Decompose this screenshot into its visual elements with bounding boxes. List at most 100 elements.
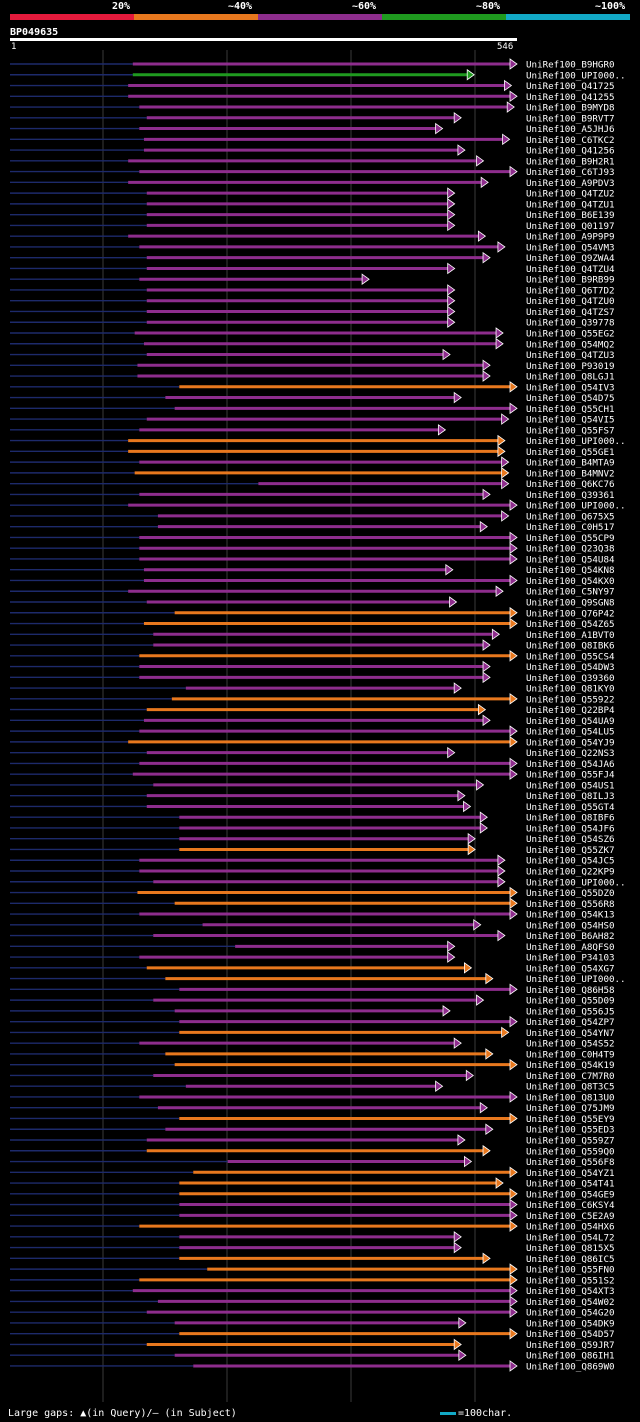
hit-label: UniRef100_Q54XG7 bbox=[526, 963, 615, 974]
hit-label: UniRef100_Q54US1 bbox=[526, 780, 615, 791]
hit-label: UniRef100_Q39360 bbox=[526, 673, 615, 684]
hit-label: UniRef100_Q55GT4 bbox=[526, 802, 615, 813]
hit-label: UniRef100_Q39778 bbox=[526, 318, 615, 329]
hit-label: UniRef100_Q556F8 bbox=[526, 1157, 615, 1168]
hit-label: UniRef100_Q22NS3 bbox=[526, 748, 615, 759]
hit-arrow bbox=[465, 1069, 474, 1082]
hit-arrow bbox=[464, 1155, 473, 1168]
hit-arrow bbox=[485, 1048, 494, 1060]
hit-label: UniRef100_Q4TZU3 bbox=[526, 350, 615, 361]
hit-arrow bbox=[497, 929, 506, 942]
hit-label: UniRef100_Q54K13 bbox=[526, 910, 615, 921]
hit-label: UniRef100_Q86IC5 bbox=[526, 1254, 615, 1265]
hit-label: UniRef100_Q54S52 bbox=[526, 1039, 615, 1050]
hit-label: UniRef100_P93019 bbox=[526, 361, 615, 372]
hit-arrow bbox=[482, 639, 491, 651]
hit-arrow bbox=[509, 1284, 518, 1297]
hit-label: UniRef100_Q8IBK6 bbox=[526, 641, 615, 652]
hit-arrow bbox=[477, 230, 487, 242]
hit-arrow bbox=[466, 68, 475, 81]
hit-arrow bbox=[457, 144, 466, 156]
hit-label: UniRef100_B4MNV2 bbox=[526, 468, 615, 479]
hit-label: UniRef100_Q55FN0 bbox=[526, 1265, 615, 1276]
legend-label-20: 20% bbox=[112, 1, 131, 12]
hit-label: UniRef100_C6TJ93 bbox=[526, 167, 615, 178]
hit-label: UniRef100_UPI000.. bbox=[526, 70, 626, 81]
hit-arrow bbox=[502, 133, 511, 146]
hit-arrow bbox=[501, 456, 510, 468]
hit-label: UniRef100_Q54T41 bbox=[526, 1179, 615, 1190]
hit-arrow bbox=[453, 1338, 462, 1351]
hit-label: UniRef100_Q55EY9 bbox=[526, 1114, 615, 1125]
hit-label: UniRef100_Q9ZWA4 bbox=[526, 253, 615, 264]
hit-arrow bbox=[453, 391, 462, 404]
hit-label: UniRef100_Q41256 bbox=[526, 146, 615, 157]
hit-label: UniRef100_Q54LU5 bbox=[526, 727, 615, 738]
hit-label: UniRef100_Q54ZP7 bbox=[526, 1017, 615, 1028]
hit-arrow bbox=[509, 886, 518, 899]
hit-label: UniRef100_Q54IV3 bbox=[526, 382, 615, 393]
hit-arrow bbox=[467, 832, 476, 845]
hit-label: UniRef100_Q54JC5 bbox=[526, 856, 615, 867]
hit-arrow bbox=[509, 725, 518, 737]
hit-label: UniRef100_Q86H58 bbox=[526, 985, 615, 996]
hit-arrow bbox=[479, 822, 488, 834]
hit-arrow bbox=[501, 510, 510, 522]
hit-arrow bbox=[458, 1349, 467, 1361]
hit-label: UniRef100_Q54HS0 bbox=[526, 920, 615, 931]
hit-arrow bbox=[509, 768, 518, 780]
hit-label: UniRef100_UPI000.. bbox=[526, 501, 626, 512]
hit-arrow bbox=[491, 628, 501, 641]
hit-label: UniRef100_Q23Q38 bbox=[526, 544, 615, 555]
hit-label: UniRef100_C5NY97 bbox=[526, 587, 615, 598]
hit-label: UniRef100_Q8T3C5 bbox=[526, 1082, 615, 1093]
hit-arrow bbox=[497, 434, 506, 447]
hit-label: UniRef100_B6E139 bbox=[526, 210, 615, 221]
hit-arrow bbox=[447, 262, 456, 275]
hit-arrow bbox=[482, 359, 491, 372]
query-start-tick: 1 bbox=[11, 42, 17, 52]
hit-label: UniRef100_Q81KY0 bbox=[526, 684, 615, 695]
hit-label: UniRef100_Q54HX6 bbox=[526, 1222, 615, 1233]
hit-label: UniRef100_Q556R8 bbox=[526, 899, 615, 910]
hit-label: UniRef100_Q4TZU0 bbox=[526, 296, 615, 307]
hit-label: UniRef100_Q54JA6 bbox=[526, 759, 615, 770]
identity-legend-bar bbox=[10, 14, 630, 20]
hit-arrow bbox=[497, 875, 506, 888]
hit-label: UniRef100_Q55CS4 bbox=[526, 651, 615, 662]
hit-arrow bbox=[509, 402, 518, 415]
hit-arrow bbox=[485, 1123, 494, 1136]
hit-arrow bbox=[447, 219, 456, 232]
hit-arrow bbox=[457, 789, 466, 802]
hit-label: UniRef100_Q54VI5 bbox=[526, 415, 615, 426]
hit-label: UniRef100_Q813U0 bbox=[526, 1092, 615, 1103]
hit-label: UniRef100_Q55ED3 bbox=[526, 1125, 615, 1136]
hit-arrow bbox=[445, 563, 454, 576]
hit-label: UniRef100_Q4TZU4 bbox=[526, 264, 615, 275]
hit-label: UniRef100_UPI000.. bbox=[526, 974, 626, 985]
hit-arrow bbox=[509, 574, 518, 587]
hit-arrow bbox=[447, 951, 456, 963]
hit-arrow bbox=[458, 1317, 467, 1329]
hit-arrow bbox=[509, 531, 518, 544]
hit-arrow bbox=[482, 1144, 491, 1157]
legend-swatch-60 bbox=[258, 14, 382, 20]
hit-label: UniRef100_Q815X5 bbox=[526, 1243, 615, 1254]
hit-arrow bbox=[509, 58, 518, 70]
hit-arrow bbox=[476, 994, 485, 1006]
hit-arrow bbox=[509, 1360, 518, 1372]
hit-label: UniRef100_Q54W02 bbox=[526, 1297, 615, 1308]
hit-arrow bbox=[447, 187, 456, 199]
hit-arrow bbox=[509, 90, 518, 103]
hit-arrow bbox=[447, 198, 456, 210]
hit-label: UniRef100_Q01197 bbox=[526, 221, 615, 232]
hit-label: UniRef100_B9MYD8 bbox=[526, 103, 615, 114]
hit-arrow bbox=[506, 101, 515, 113]
hit-label: UniRef100_Q6KC76 bbox=[526, 479, 615, 490]
hit-arrow bbox=[509, 983, 518, 996]
hit-label: UniRef100_B9HGR0 bbox=[526, 60, 615, 71]
hit-label: UniRef100_Q55ZK7 bbox=[526, 845, 615, 856]
legend-swatch-40 bbox=[134, 14, 258, 20]
hit-label: UniRef100_Q86IH1 bbox=[526, 1351, 615, 1362]
hit-label: UniRef100_Q55FS7 bbox=[526, 425, 615, 436]
